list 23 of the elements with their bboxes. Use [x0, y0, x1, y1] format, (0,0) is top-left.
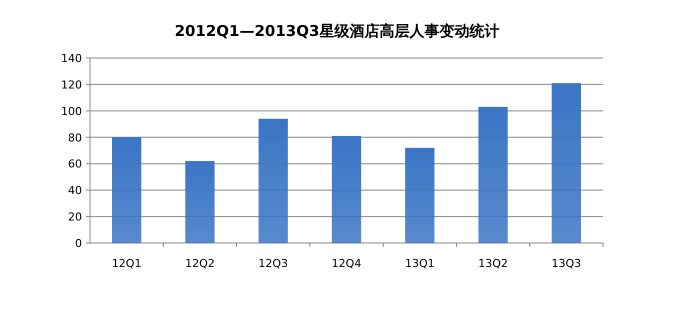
y-tick-label: 100 — [61, 104, 82, 118]
x-tick-label: 12Q3 — [258, 257, 288, 270]
chart-title: 2012Q1—2013Q3星级酒店高层人事变动统计 — [174, 22, 500, 40]
y-tick-label: 120 — [61, 78, 82, 92]
y-tick-label: 60 — [68, 158, 82, 171]
bar — [185, 161, 215, 243]
x-tick-label: 12Q2 — [185, 257, 215, 270]
bar — [478, 106, 508, 243]
bar — [332, 136, 362, 243]
x-tick-label: 13Q2 — [478, 257, 508, 270]
bar — [112, 137, 142, 243]
x-tick-label: 13Q1 — [404, 257, 435, 270]
bar — [258, 118, 288, 243]
bar — [405, 148, 434, 243]
y-tick-label: 0 — [75, 237, 82, 250]
x-tick-label: 12Q1 — [112, 257, 142, 270]
y-tick-label: 80 — [68, 131, 82, 144]
y-tick-label: 140 — [61, 52, 82, 65]
x-tick-label: 12Q4 — [332, 257, 362, 270]
y-tick-label: 20 — [68, 210, 82, 224]
x-tick-label: 13Q3 — [552, 257, 582, 270]
bar — [552, 83, 582, 243]
y-tick-label: 40 — [68, 184, 82, 198]
